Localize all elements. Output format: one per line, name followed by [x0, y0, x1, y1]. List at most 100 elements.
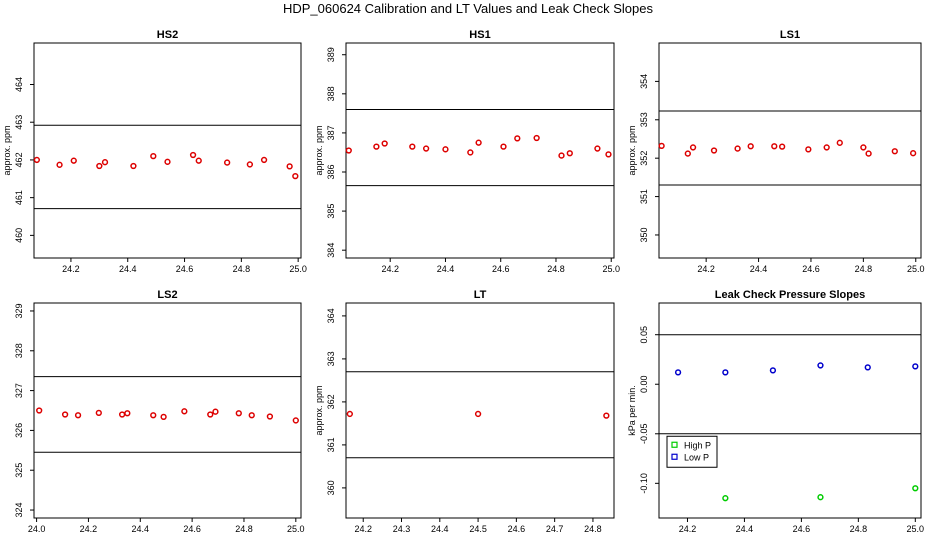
x-tick-label: 24.8	[850, 524, 868, 534]
y-tick-label: 363	[326, 351, 336, 366]
data-point	[101, 159, 109, 166]
x-tick-label: 25.0	[287, 524, 305, 534]
x-tick-label: 24.0	[28, 524, 46, 534]
y-tick-label: 351	[639, 189, 649, 204]
y-tick-label: 464	[14, 77, 24, 92]
data-point	[594, 145, 601, 152]
y-tick-label: 328	[14, 343, 24, 358]
data-point	[189, 151, 197, 159]
data-point	[771, 143, 778, 150]
data-point	[207, 411, 214, 418]
data-point	[409, 143, 416, 150]
y-tick-label: 362	[326, 394, 336, 409]
data-point	[422, 145, 430, 152]
y-tick-label: 386	[326, 164, 336, 179]
panel-hs2: HS2 24.2 24.4 24.6 24.8 25.0 460 461 462 463 464 ap…	[2, 29, 307, 274]
panel-hs1: HS1 24.2 24.4 24.6 24.8 25.0 384 385 386 387 388 38…	[314, 29, 620, 274]
data-point	[500, 143, 507, 150]
x-tick-label: 24.8	[547, 264, 565, 274]
x-tick-label: 24.4	[132, 524, 150, 534]
panel-title: HS1	[469, 29, 490, 41]
legend-box	[666, 435, 718, 468]
data-point	[734, 145, 741, 152]
y-tick-label: 354	[639, 74, 649, 89]
panel-ls2: LS2 24.0 24.2 24.4 24.6 24.8 25.0 324 325 326 327 3…	[14, 289, 305, 534]
data-point	[150, 412, 157, 419]
x-tick-label: 24.4	[119, 264, 137, 274]
y-tick-label: 325	[14, 463, 24, 478]
data-point	[823, 144, 830, 151]
y-tick-label: 361	[326, 437, 336, 452]
panel-title: LT	[474, 289, 487, 301]
x-tick-label: 24.2	[679, 524, 697, 534]
data-point	[181, 408, 188, 415]
x-tick-label: 24.8	[235, 524, 253, 534]
y-tick-label: 329	[14, 303, 24, 318]
data-point	[33, 156, 40, 164]
x-tick-label: 24.2	[354, 524, 372, 534]
y-tick-label: 353	[639, 112, 649, 127]
x-tick-label: 24.4	[431, 524, 449, 534]
x-tick-label: 24.8	[855, 264, 873, 274]
data-point	[248, 412, 255, 419]
data-point	[118, 411, 126, 418]
data-point	[912, 363, 919, 370]
x-tick-label: 24.6	[793, 524, 811, 534]
data-point	[266, 413, 274, 420]
legend-swatch	[671, 453, 678, 460]
x-tick-label: 25.0	[907, 524, 925, 534]
y-tick-label: 324	[14, 503, 24, 518]
data-point	[658, 142, 665, 150]
data-point	[160, 413, 167, 421]
y-axis-label: approx. ppm	[314, 385, 324, 435]
x-tick-label: 24.8	[233, 264, 251, 274]
data-point	[533, 134, 540, 142]
data-point	[442, 146, 449, 153]
panel-leak: Leak Check Pressure Slopes 24.2 24.4 24.6 24…	[627, 289, 924, 534]
data-point	[558, 152, 565, 159]
x-tick-label: 25.0	[289, 264, 307, 274]
x-tick-label: 24.2	[381, 264, 399, 274]
data-point	[722, 369, 729, 376]
x-tick-label: 25.0	[907, 264, 925, 274]
y-tick-label: 364	[326, 308, 336, 323]
data-point	[769, 367, 777, 374]
y-tick-label: 360	[326, 480, 336, 495]
plot-frame	[345, 42, 615, 259]
data-point	[817, 362, 824, 369]
data-point	[605, 151, 612, 158]
data-point	[235, 410, 242, 417]
x-tick-label: 24.2	[80, 524, 98, 534]
y-axis-label: approx. ppm	[2, 125, 12, 175]
data-point	[223, 159, 231, 166]
data-point	[514, 135, 521, 142]
data-point	[150, 153, 157, 160]
panel-lt: LT 24.2 24.3 24.4 24.5 24.6 24.7 24.8 360 361 362 3…	[314, 289, 615, 534]
data-point	[909, 150, 917, 157]
x-tick-label: 24.6	[508, 524, 526, 534]
x-tick-label: 24.2	[62, 264, 80, 274]
data-point	[292, 172, 299, 180]
data-point	[56, 161, 63, 168]
panel-ls1: LS1 24.2 24.4 24.6 24.8 25.0 350 351 352 353 354 ap…	[627, 29, 925, 274]
data-point	[164, 158, 171, 165]
data-point	[566, 150, 573, 157]
data-point	[381, 140, 388, 147]
y-tick-label: 461	[14, 190, 24, 205]
legend-label: High P	[684, 440, 711, 450]
x-tick-label: 24.6	[492, 264, 510, 274]
plot-frame	[658, 302, 922, 519]
panel-title: LS1	[780, 29, 800, 41]
y-tick-label: 327	[14, 383, 24, 398]
y-tick-label: 0.00	[639, 375, 649, 393]
plot-frame	[33, 302, 302, 519]
data-point	[36, 407, 43, 414]
data-point	[912, 485, 919, 492]
data-point	[836, 139, 843, 146]
y-tick-label: 462	[14, 152, 24, 167]
y-tick-label: 352	[639, 151, 649, 166]
data-point	[260, 156, 268, 164]
legend-swatch	[671, 441, 678, 448]
